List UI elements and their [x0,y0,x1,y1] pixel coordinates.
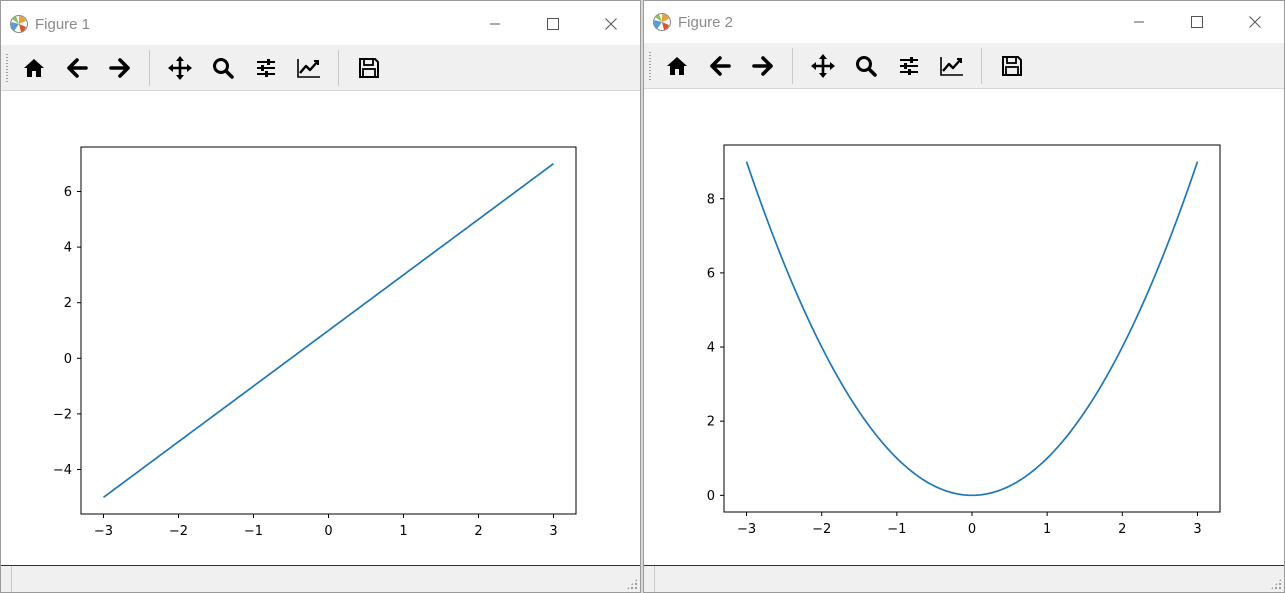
y-tick-label: −2 [53,407,72,422]
window-title: Figure 2 [678,13,734,31]
axes-frame [723,144,1221,513]
edit-axis-button[interactable] [289,48,329,88]
x-tick-label: 0 [968,522,976,537]
x-tick-label: 0 [324,524,332,539]
forward-arrow-icon [108,57,130,78]
zoom-button[interactable] [203,48,243,88]
figure-canvas[interactable]: −3 −2 −1 0 1 2 3 −4 −2 0 2 4 6 [1,92,640,566]
toolbar-separator [149,49,150,86]
x-tick-label: 2 [1118,522,1126,537]
close-button[interactable] [1226,1,1284,43]
forward-button[interactable] [100,48,140,88]
minimize-button[interactable] [1110,1,1168,43]
y-tick-label: −4 [53,463,72,478]
title-bar[interactable]: Figure 2 [644,1,1284,43]
pan-button[interactable] [160,48,200,88]
x-tick-label: −2 [812,522,831,537]
pan-move-icon [810,53,835,78]
y-tick-label: 0 [64,352,72,367]
close-button[interactable] [582,3,640,45]
matplotlib-app-icon [9,13,31,35]
title-bar[interactable]: Figure 1 [1,3,640,45]
y-tick-label: 6 [707,266,715,281]
figure-canvas[interactable]: −3 −2 −1 0 1 2 3 0 2 4 6 8 [644,90,1284,564]
toolbar-grip[interactable] [649,51,651,80]
edit-axis-icon [939,56,963,76]
x-tick-label: −1 [887,522,906,537]
y-tick-label: 2 [707,415,715,430]
toolbar-grip[interactable] [6,53,8,82]
toolbar-separator [981,47,982,84]
x-tick-label: 2 [474,524,482,539]
configure-subplots-button[interactable] [246,48,286,88]
zoom-magnifier-icon [855,55,877,77]
close-icon [605,18,617,30]
figure-1-plot[interactable]: −3 −2 −1 0 1 2 3 −4 −2 0 2 4 6 [1,92,641,566]
maximize-button[interactable] [1168,1,1226,43]
status-bar [644,565,1284,592]
status-divider [654,566,655,592]
zoom-button[interactable] [846,46,886,86]
x-tick-label: 3 [1193,522,1201,537]
configure-subplots-button[interactable] [889,46,929,86]
x-tick-label: −1 [244,524,263,539]
figure-1-window: Figure 1 [0,0,641,593]
home-button[interactable] [14,48,54,88]
y-tick-label: 4 [707,341,715,356]
maximize-icon [1191,16,1203,28]
y-tick-label: 8 [707,192,715,207]
home-button[interactable] [657,46,697,86]
y-tick-label: 6 [64,185,72,200]
maximize-icon [547,18,559,30]
zoom-magnifier-icon [212,57,234,79]
configure-subplots-icon [899,56,918,75]
series-line [745,161,1199,497]
maximize-button[interactable] [524,3,582,45]
configure-subplots-icon [256,58,275,77]
toolbar-separator [338,49,339,86]
x-tick-label: 1 [399,524,407,539]
y-tick-label: 4 [64,241,72,256]
back-arrow-icon [66,57,88,78]
x-tick-label: −3 [94,524,113,539]
resize-grip[interactable] [626,578,638,590]
edit-axis-button[interactable] [932,46,972,86]
close-icon [1249,16,1261,28]
forward-arrow-icon [751,55,773,76]
matplotlib-app-icon [652,11,674,33]
back-button[interactable] [57,48,97,88]
figure-2-plot[interactable]: −3 −2 −1 0 1 2 3 0 2 4 6 8 [644,90,1285,564]
y-tick-label: 0 [707,489,715,504]
minimize-icon [490,23,500,25]
back-arrow-icon [709,55,731,76]
home-icon [23,58,44,77]
minimize-button[interactable] [466,3,524,45]
x-tick-label: 3 [549,524,557,539]
navigation-toolbar [1,45,640,91]
home-icon [666,56,687,75]
navigation-toolbar [644,43,1284,89]
x-tick-label: 1 [1043,522,1051,537]
status-bar [1,565,640,592]
window-title: Figure 1 [35,15,91,33]
x-tick-label: −2 [169,524,188,539]
edit-axis-icon [296,58,320,78]
figure-2-window: Figure 2 [643,0,1285,593]
pan-move-icon [167,55,192,80]
y-tick-label: 2 [64,296,72,311]
toolbar-separator [792,47,793,84]
save-button[interactable] [349,48,389,88]
minimize-icon [1134,21,1144,23]
forward-button[interactable] [743,46,783,86]
x-tick-label: −3 [737,522,756,537]
save-button[interactable] [992,46,1032,86]
back-button[interactable] [700,46,740,86]
series-line [102,162,555,499]
save-floppy-icon [358,57,379,78]
status-divider [11,566,12,592]
pan-button[interactable] [803,46,843,86]
resize-grip[interactable] [1270,578,1282,590]
save-floppy-icon [1001,55,1022,76]
